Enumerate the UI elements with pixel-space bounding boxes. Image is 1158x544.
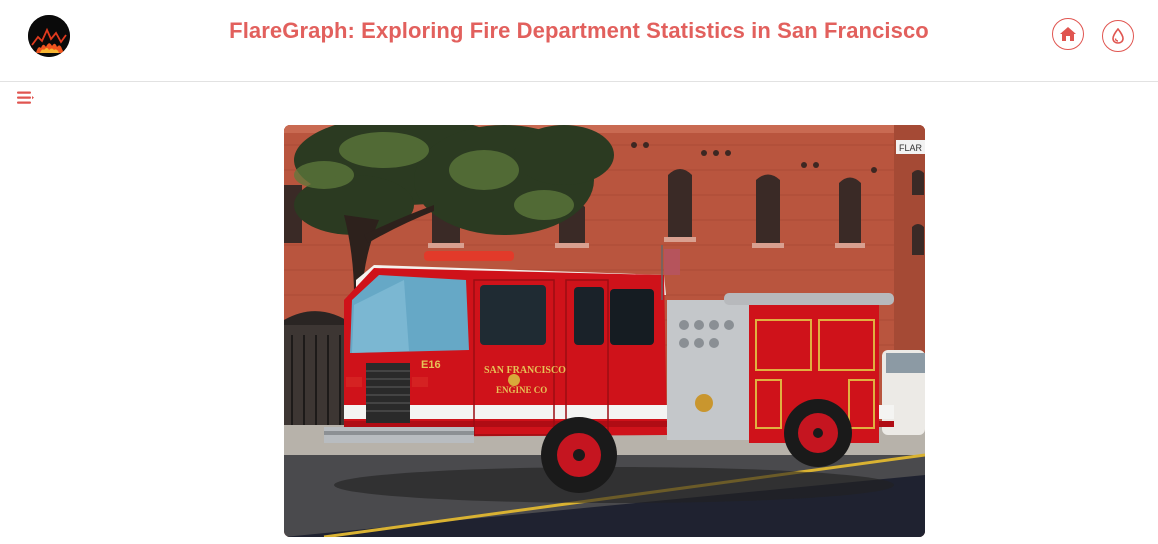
fire-engine-photo: FLAR [284, 125, 925, 537]
truck-wheels [541, 399, 852, 493]
truck-label-1: SAN FRANCISCO [484, 365, 566, 376]
building-sign: FLAR [899, 143, 923, 153]
drop-button[interactable] [1102, 20, 1134, 52]
fire-chart-logo[interactable] [28, 15, 70, 57]
home-icon [1060, 27, 1076, 41]
sidebar-toggle-button[interactable] [16, 90, 34, 106]
top-header: FlareGraph: Exploring Fire Department St… [0, 0, 1158, 82]
logo-graphic [28, 15, 70, 57]
drop-icon [1112, 28, 1124, 44]
home-button[interactable] [1052, 18, 1084, 50]
truck-number: E16 [421, 359, 441, 371]
truck-label-2: ENGINE CO [496, 385, 547, 395]
menu-icon [17, 91, 34, 104]
hero-image: FLAR [284, 125, 925, 537]
page-title: FlareGraph: Exploring Fire Department St… [229, 18, 929, 43]
